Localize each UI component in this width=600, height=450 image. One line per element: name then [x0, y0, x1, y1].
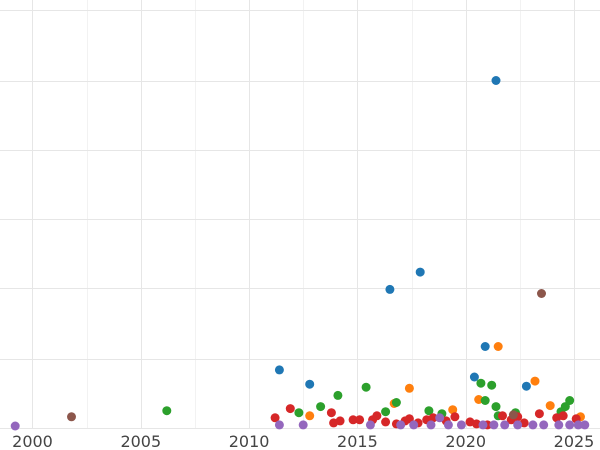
- scatter-point: [298, 420, 308, 430]
- scatter-point: [365, 420, 375, 430]
- scatter-point: [426, 420, 436, 430]
- scatter-point: [335, 416, 345, 426]
- scatter-point: [448, 405, 458, 415]
- scatter-point: [424, 406, 434, 416]
- scatter-point: [274, 420, 284, 430]
- scatter-point: [385, 284, 395, 294]
- scatter-point: [565, 396, 575, 405]
- scatter-point: [487, 380, 497, 390]
- scatter-point: [443, 420, 453, 430]
- scatter-point: [404, 383, 414, 393]
- scatter-point: [372, 411, 382, 421]
- scatter-point: [491, 402, 501, 412]
- scatter-point: [326, 408, 336, 418]
- x-tick-label: 2010: [229, 432, 270, 450]
- scatter-point: [305, 411, 315, 421]
- x-tick-label: 2025: [554, 432, 595, 450]
- scatter-point: [428, 413, 438, 423]
- scatter-point: [480, 342, 490, 351]
- scatter-point: [456, 420, 466, 430]
- points-layer: [10, 76, 590, 431]
- scatter-point: [348, 415, 358, 425]
- scatter-point: [545, 401, 555, 411]
- scatter-point: [480, 396, 490, 405]
- scatter-point: [285, 404, 295, 414]
- scatter-point: [508, 410, 518, 420]
- grid-layer: [0, 0, 600, 429]
- scatter-point: [573, 420, 583, 430]
- scatter-point: [274, 365, 284, 375]
- scatter-point: [476, 378, 486, 388]
- scatter-point: [558, 411, 568, 421]
- scatter-point: [270, 413, 280, 423]
- scatter-point: [162, 406, 172, 416]
- scatter-point: [554, 420, 564, 430]
- x-tick-label: 2000: [12, 432, 53, 450]
- scatter-point: [493, 342, 503, 351]
- scatter-point: [478, 420, 488, 430]
- scatter-point: [381, 417, 391, 427]
- scatter-point: [435, 413, 445, 423]
- x-tick-label: 2005: [120, 432, 161, 450]
- scatter-point: [534, 409, 544, 419]
- scatter-point: [355, 415, 365, 425]
- x-tick-label: 2015: [337, 432, 378, 450]
- scatter-point: [361, 382, 371, 392]
- scatter-point: [530, 376, 540, 386]
- scatter-point: [489, 420, 499, 430]
- scatter-point: [469, 372, 479, 382]
- scatter-point: [537, 289, 546, 298]
- scatter-point: [409, 420, 419, 430]
- scatter-point: [67, 412, 76, 422]
- scatter-point: [491, 76, 501, 85]
- x-tick-label: 2020: [445, 432, 486, 450]
- scatter-point: [333, 390, 343, 400]
- scatter-point: [521, 381, 531, 391]
- scatter-point: [415, 267, 425, 277]
- scatter-point: [305, 379, 315, 389]
- scatter-point: [498, 411, 507, 421]
- scatter-point: [500, 420, 510, 430]
- scatter-point: [513, 420, 523, 430]
- scatter-point: [10, 421, 20, 431]
- scatter-point: [528, 420, 538, 430]
- scatter-point: [391, 398, 401, 407]
- scatter-point: [565, 420, 575, 430]
- scatter-point: [539, 420, 549, 430]
- scatter-point: [294, 408, 304, 418]
- scatter-point: [580, 420, 590, 430]
- x-tick-labels: 2000 2005 2010 2015 2020 2025: [12, 432, 594, 450]
- scatter-point: [450, 412, 460, 422]
- scatter-point: [381, 407, 391, 417]
- scatter-point: [396, 420, 406, 430]
- scatter-point: [316, 402, 326, 412]
